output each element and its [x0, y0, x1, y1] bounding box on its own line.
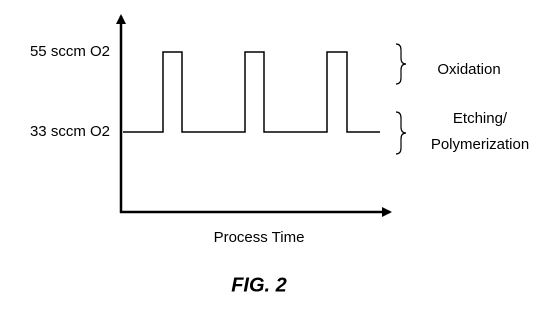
brace — [395, 111, 407, 155]
high-level-label: 55 sccm O2 — [30, 43, 110, 60]
waveform — [123, 51, 380, 133]
x-axis-label: Process Time — [214, 229, 305, 246]
phase-label: Polymerization — [431, 136, 529, 153]
low-level-label: 33 sccm O2 — [30, 123, 110, 140]
brace — [395, 43, 407, 85]
phase-label: Etching/ — [453, 110, 508, 127]
phase-label: Oxidation — [437, 61, 500, 78]
caption: FIG. 2 — [231, 274, 287, 296]
